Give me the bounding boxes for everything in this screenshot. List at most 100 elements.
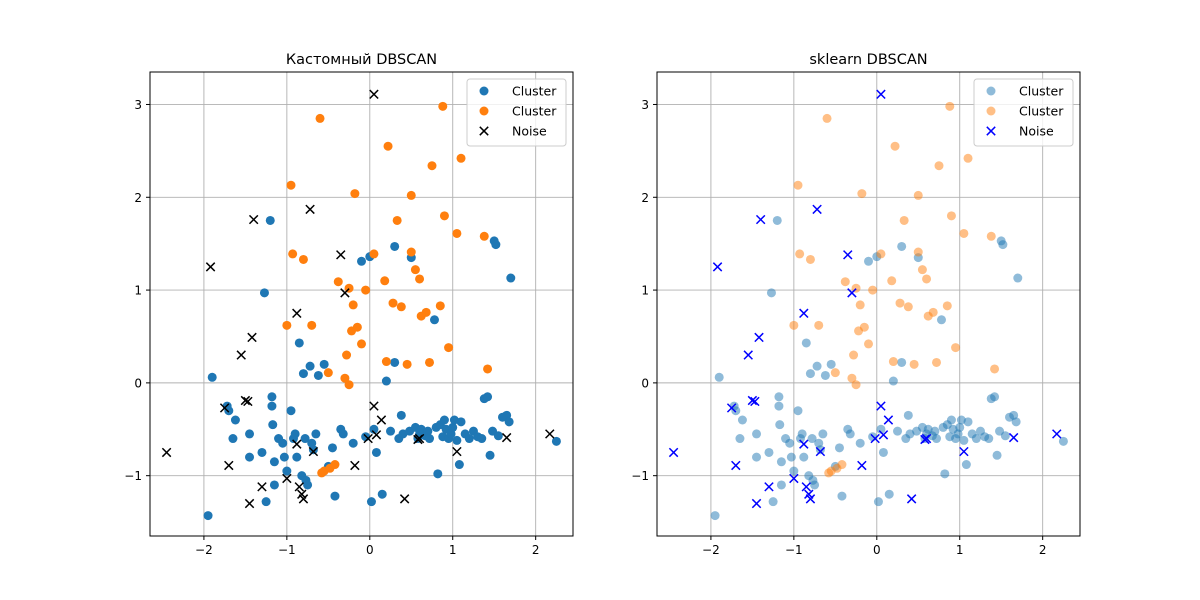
right-point-noise — [750, 396, 760, 407]
left-point-cluster-1 — [315, 113, 325, 123]
right-point-cluster-0 — [735, 434, 745, 444]
right-legend-box — [973, 78, 1074, 147]
left-point-cluster-0 — [454, 460, 464, 470]
right-legend-marker-cluster-2 — [986, 106, 996, 116]
right-point-cluster-1 — [837, 460, 847, 470]
right-point-noise — [843, 250, 853, 260]
right-point-cluster-0 — [998, 240, 1008, 250]
left-point-cluster-0 — [292, 452, 302, 462]
right-point-cluster-0 — [776, 457, 786, 467]
right-point-cluster-0 — [774, 392, 784, 402]
right-point-cluster-0 — [834, 443, 844, 453]
right-point-cluster-1 — [859, 322, 869, 332]
left-point-noise — [369, 401, 379, 411]
left-point-cluster-0 — [269, 480, 279, 490]
left-point-cluster-0 — [203, 511, 213, 521]
right-point-cluster-1 — [895, 298, 905, 308]
left-legend-label-noise: Noise — [512, 124, 547, 139]
right-legend-marker-cluster-1 — [986, 86, 996, 96]
right-point-cluster-1 — [903, 302, 913, 312]
right-point-cluster-1 — [876, 249, 886, 259]
left-point-cluster-1 — [282, 320, 292, 330]
left-point-cluster-0 — [294, 338, 304, 348]
right-point-noise — [876, 401, 886, 411]
right-point-cluster-1 — [913, 247, 923, 257]
left-point-cluster-0 — [308, 445, 318, 455]
left-point-cluster-0 — [452, 435, 462, 445]
left-point-cluster-0 — [338, 429, 348, 439]
right-point-cluster-1 — [945, 101, 955, 111]
left-point-cluster-0 — [224, 406, 234, 416]
right-point-cluster-1 — [847, 373, 857, 383]
right-point-noise — [1008, 432, 1019, 443]
right-point-cluster-0 — [810, 480, 820, 490]
left-point-cluster-1 — [427, 161, 437, 171]
right-point-noise — [668, 447, 679, 458]
right-x-tick-label: 1 — [956, 543, 964, 557]
left-point-noise — [292, 439, 302, 449]
left-point-cluster-0 — [366, 497, 376, 507]
left-point-noise — [247, 332, 257, 343]
right-point-cluster-0 — [812, 361, 822, 371]
right-point-cluster-1 — [868, 285, 878, 295]
right-point-cluster-1 — [922, 274, 932, 284]
right-point-cluster-1 — [909, 359, 919, 369]
left-point-cluster-0 — [327, 443, 337, 453]
right-point-cluster-0 — [876, 424, 886, 434]
right-point-cluster-0 — [752, 429, 762, 439]
left-point-cluster-0 — [357, 256, 366, 266]
right-point-cluster-0 — [884, 489, 894, 499]
right-points — [668, 89, 1068, 521]
left-point-cluster-1 — [369, 249, 379, 259]
left-point-cluster-0 — [493, 431, 503, 441]
left-point-cluster-1 — [288, 249, 298, 259]
left-point-cluster-1 — [388, 298, 398, 308]
right-chart-title: sklearn DBSCAN — [809, 52, 927, 68]
right-point-cluster-0 — [801, 338, 811, 348]
right-point-cluster-0 — [776, 480, 786, 490]
left-point-cluster-0 — [290, 429, 300, 439]
right-point-cluster-1 — [793, 180, 803, 190]
right-point-cluster-0 — [1058, 436, 1068, 446]
left-point-noise — [340, 288, 350, 298]
left-point-cluster-0 — [257, 447, 267, 457]
left-point-noise — [282, 473, 292, 484]
left-point-cluster-0 — [483, 392, 493, 402]
left-point-cluster-0 — [464, 434, 474, 444]
left-point-noise — [244, 498, 255, 509]
right-point-noise — [789, 473, 799, 484]
left-point-cluster-0 — [286, 406, 296, 416]
left-point-cluster-0 — [377, 489, 387, 499]
right-point-cluster-1 — [789, 320, 799, 330]
right-point-cluster-0 — [793, 406, 803, 416]
right-point-cluster-0 — [940, 469, 950, 479]
left-point-noise — [376, 415, 387, 425]
right-point-cluster-0 — [897, 357, 907, 367]
right-point-cluster-1 — [934, 161, 944, 171]
right-point-noise — [812, 204, 822, 215]
right-ticks: −2 −1 0 1 2 −1 0 1 2 3 — [631, 98, 1046, 557]
right-point-cluster-1 — [795, 249, 805, 259]
right-point-cluster-0 — [992, 450, 1002, 460]
right-point-cluster-0 — [1013, 273, 1023, 283]
right-point-cluster-1 — [830, 368, 840, 378]
right-point-noise — [815, 446, 826, 457]
left-point-cluster-1 — [380, 276, 390, 286]
left-point-cluster-1 — [456, 153, 466, 163]
left-point-cluster-0 — [298, 369, 308, 379]
left-point-cluster-0 — [456, 417, 466, 427]
left-y-tick-label: 3 — [134, 98, 142, 112]
right-point-noise — [743, 350, 753, 360]
right-point-cluster-1 — [855, 300, 865, 310]
right-point-cluster-0 — [936, 315, 946, 325]
left-point-cluster-1 — [479, 231, 489, 241]
left-point-cluster-0 — [278, 438, 288, 448]
left-point-cluster-1 — [350, 189, 360, 199]
left-point-noise — [294, 482, 305, 492]
left-point-cluster-0 — [425, 434, 435, 444]
left-point-cluster-1 — [357, 339, 366, 349]
left-point-cluster-0 — [259, 288, 269, 298]
left-point-cluster-1 — [344, 380, 354, 390]
right-point-cluster-0 — [768, 497, 778, 507]
left-y-tick-label: −1 — [124, 469, 142, 483]
